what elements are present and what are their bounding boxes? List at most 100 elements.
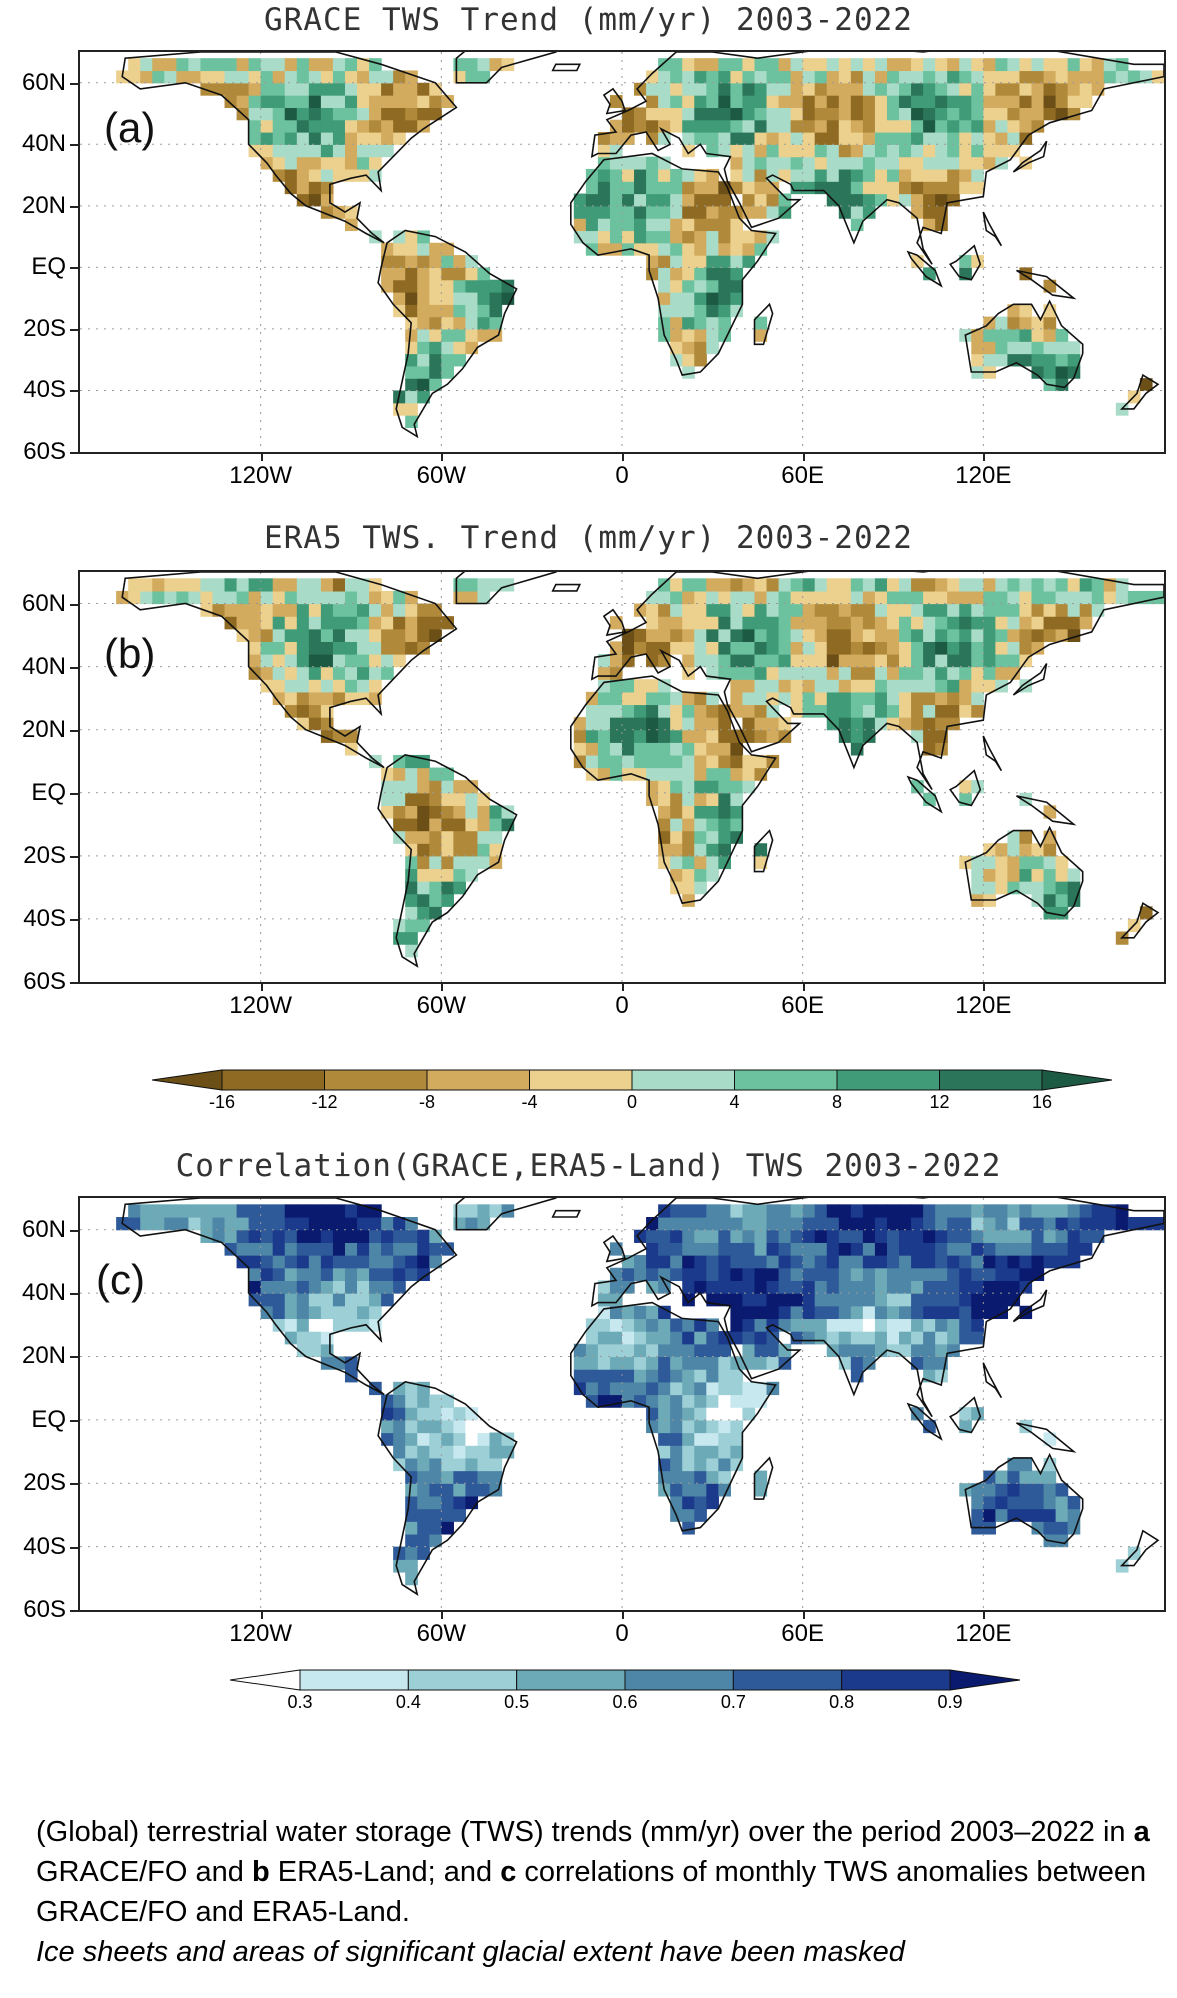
colorbar-high-triangle xyxy=(1041,1069,1112,1091)
lon-tick-mark xyxy=(622,452,624,461)
coastline-greenland xyxy=(455,52,557,84)
lat-tick-mark xyxy=(70,666,80,669)
lon-tick-mark xyxy=(260,982,263,991)
panel-c-map xyxy=(78,1196,1166,1612)
colorbar-label: 0 xyxy=(626,1092,637,1112)
coastline-eurasia xyxy=(590,572,1164,791)
lon-tick-mark xyxy=(260,1610,263,1619)
caption-a: a xyxy=(1133,1816,1150,1848)
colorbar-label: -4 xyxy=(521,1092,538,1112)
coastline-nz xyxy=(1119,1529,1160,1567)
coastline-australia xyxy=(964,825,1084,917)
lon-tick-label: 60W xyxy=(416,1620,466,1647)
coastline-sumatra xyxy=(906,250,943,288)
lat-tick-label: 40N xyxy=(21,130,66,158)
caption-c: c xyxy=(500,1856,517,1888)
panel-b-map xyxy=(78,570,1166,984)
lon-tick-label: 0 xyxy=(615,992,629,1019)
panel-b-map-svg xyxy=(80,572,1164,982)
caption-end: correlations of monthly TWS anomalies be… xyxy=(36,1856,1147,1928)
lon-tick-label: 120W xyxy=(229,462,292,489)
land-cells xyxy=(116,578,1164,958)
colorbar-label: 12 xyxy=(929,1092,950,1112)
lat-tick-mark xyxy=(70,792,80,795)
colorbar-segment xyxy=(324,1069,428,1091)
coastline-australia xyxy=(964,299,1084,389)
lat-tick-label: 60S xyxy=(23,1596,66,1623)
coastline-newguinea xyxy=(1016,795,1077,826)
coastline-philippines xyxy=(982,1362,1003,1399)
coastline-uk xyxy=(602,87,627,115)
panel-a-map xyxy=(78,50,1166,454)
lon-tick-label: 120E xyxy=(955,1620,1012,1647)
lon-tick-label: 120E xyxy=(955,462,1012,489)
lon-tick-mark xyxy=(983,1610,986,1619)
lon-tick-label: 60E xyxy=(781,1620,824,1647)
coastline-northAmerica xyxy=(121,572,458,769)
lat-tick-label: 40S xyxy=(23,376,66,404)
lon-tick-mark xyxy=(441,982,444,991)
coastline-eurasia xyxy=(590,1198,1164,1418)
lon-tick-mark xyxy=(983,982,986,991)
coastline-iceland xyxy=(551,583,582,592)
lat-tick-mark xyxy=(70,603,80,606)
coastline-greenland xyxy=(455,572,557,605)
caption-b: b xyxy=(251,1856,270,1888)
colorbar-segment xyxy=(841,1669,951,1691)
colorbar-low-triangle xyxy=(152,1069,223,1091)
colorbar-label: 8 xyxy=(831,1092,842,1112)
lat-tick-mark xyxy=(70,982,80,984)
coastline-japan xyxy=(1012,1289,1048,1323)
coastline-borneo xyxy=(949,244,982,281)
coastline-japan xyxy=(1012,663,1048,696)
lat-tick-mark xyxy=(70,855,80,858)
colorbar-segment xyxy=(221,1069,325,1091)
caption-note: Ice sheets and areas of significant glac… xyxy=(36,1936,905,1968)
figure-caption: (Global) terrestrial water storage (TWS)… xyxy=(36,1812,1156,1972)
lat-tick-label: 20N xyxy=(21,1342,66,1370)
coastline-uk xyxy=(602,1234,627,1263)
colorbar-label: 0.5 xyxy=(504,1692,530,1712)
lat-tick-mark xyxy=(70,1610,80,1612)
coastlines xyxy=(121,1198,1164,1596)
lat-tick-label: 20S xyxy=(23,841,66,869)
lon-tick-label: 0 xyxy=(615,462,629,489)
panel-c-label: (c) xyxy=(96,1256,145,1303)
lat-tick-mark xyxy=(70,1356,80,1359)
coastline-northAmerica xyxy=(121,52,458,244)
lat-tick-label: 40S xyxy=(23,904,66,932)
colorbar-segment xyxy=(631,1069,735,1091)
lat-tick-mark xyxy=(70,390,80,393)
lat-tick-mark xyxy=(70,267,80,270)
lon-tick-mark xyxy=(260,452,263,461)
colorbar-label: -16 xyxy=(208,1092,235,1112)
lat-tick-label: 40N xyxy=(21,1279,66,1307)
lat-tick-label: 20N xyxy=(21,715,66,743)
lon-tick-label: 0 xyxy=(615,1620,629,1647)
lat-tick-mark xyxy=(70,1419,80,1422)
correlation-colorbar xyxy=(230,1669,1020,1691)
colorbar-label: 0.4 xyxy=(395,1692,421,1712)
coastline-philippines xyxy=(982,211,1003,247)
coastline-iceland xyxy=(551,63,582,72)
lon-tick-mark xyxy=(802,452,805,461)
lon-tick-mark xyxy=(441,1610,444,1619)
coastline-iceland xyxy=(551,1209,582,1218)
coastline-madagascar xyxy=(753,1456,774,1500)
coastline-nz xyxy=(1119,373,1160,410)
lat-tick-label: 20S xyxy=(23,1469,66,1497)
coastline-borneo xyxy=(949,1396,982,1434)
coastline-southAmerica xyxy=(377,754,518,968)
colorbar-high-triangle xyxy=(949,1669,1020,1691)
lat-tick-label: 60N xyxy=(21,589,66,617)
panel-a-label: (a) xyxy=(104,104,156,151)
colorbar-label: -8 xyxy=(418,1092,435,1112)
coastlines xyxy=(121,572,1164,968)
lon-tick-label: 120E xyxy=(955,992,1012,1019)
lon-tick-label: 120W xyxy=(229,992,292,1019)
colorbar-label: 0.6 xyxy=(612,1692,638,1712)
colorbar-segment xyxy=(732,1669,843,1691)
coastline-australia xyxy=(964,1452,1084,1545)
coastline-madagascar xyxy=(753,829,774,873)
coastline-japan xyxy=(1012,140,1048,173)
